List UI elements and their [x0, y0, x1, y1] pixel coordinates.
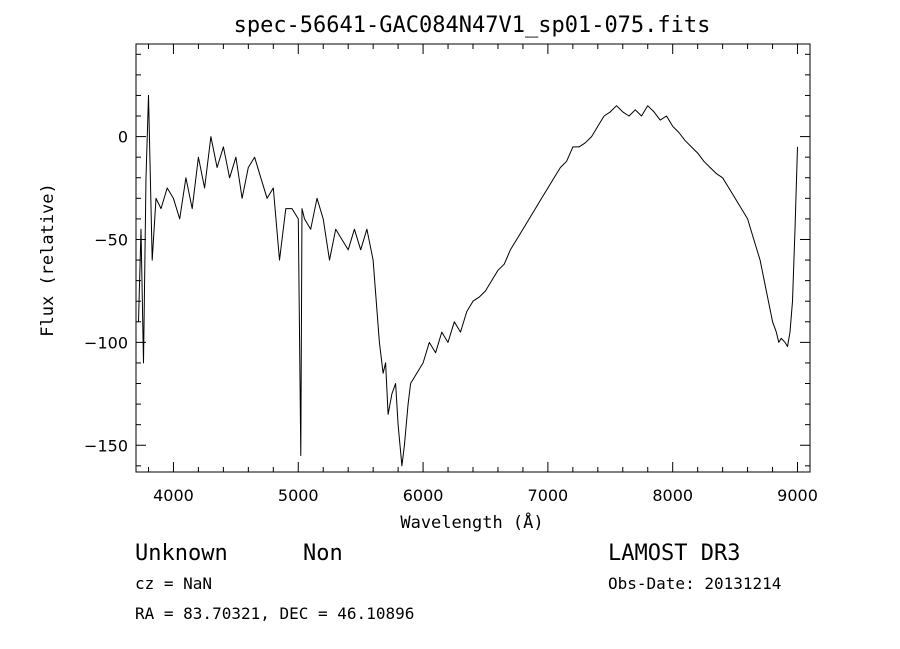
axis-ticks: 4000 5000 6000 7000 8000 9000 −150 −100 −50 0 — [84, 44, 818, 505]
x-tick-label: 7000 — [528, 486, 569, 505]
y-tick-label: −150 — [84, 436, 128, 455]
survey-name: LAMOST DR3 — [608, 541, 740, 566]
x-tick-label: 9000 — [777, 486, 818, 505]
series-group — [138, 94, 798, 467]
x-tick-label: 4000 — [153, 486, 194, 505]
y-axis-label: Flux (relative) — [38, 183, 58, 337]
chart-title: spec-56641-GAC084N47V1_sp01-075.fits — [234, 13, 711, 38]
y-tick-label: 0 — [118, 128, 128, 147]
x-axis-label: Wavelength (Å) — [400, 511, 543, 533]
spectrum-line-0 — [138, 94, 798, 467]
object-class: Unknown — [135, 541, 228, 566]
y-tick-label: −100 — [84, 333, 128, 352]
coordinates: RA = 83.70321, DEC = 46.10896 — [135, 604, 414, 623]
plot-frame — [135, 43, 811, 473]
observation-date: Obs-Date: 20131214 — [608, 574, 781, 593]
object-subclass: Non — [303, 541, 343, 566]
redshift-value: cz = NaN — [135, 574, 212, 593]
x-tick-label: 6000 — [403, 486, 444, 505]
x-tick-label: 5000 — [278, 486, 319, 505]
y-tick-label: −50 — [94, 230, 128, 249]
x-tick-label: 8000 — [652, 486, 693, 505]
